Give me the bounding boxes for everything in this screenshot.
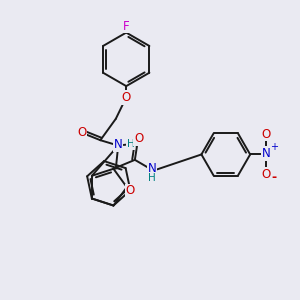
Text: O: O (77, 126, 86, 139)
Text: N: N (114, 138, 123, 152)
Text: N: N (262, 147, 270, 160)
Text: F: F (123, 20, 130, 33)
Text: O: O (261, 168, 271, 181)
Text: O: O (122, 91, 131, 104)
Text: O: O (134, 132, 143, 145)
Text: N: N (147, 162, 156, 175)
Text: H: H (148, 173, 156, 183)
Text: H: H (127, 139, 135, 149)
Text: -: - (272, 171, 277, 184)
Text: +: + (270, 142, 278, 152)
Text: O: O (261, 128, 271, 141)
Text: O: O (126, 184, 135, 197)
